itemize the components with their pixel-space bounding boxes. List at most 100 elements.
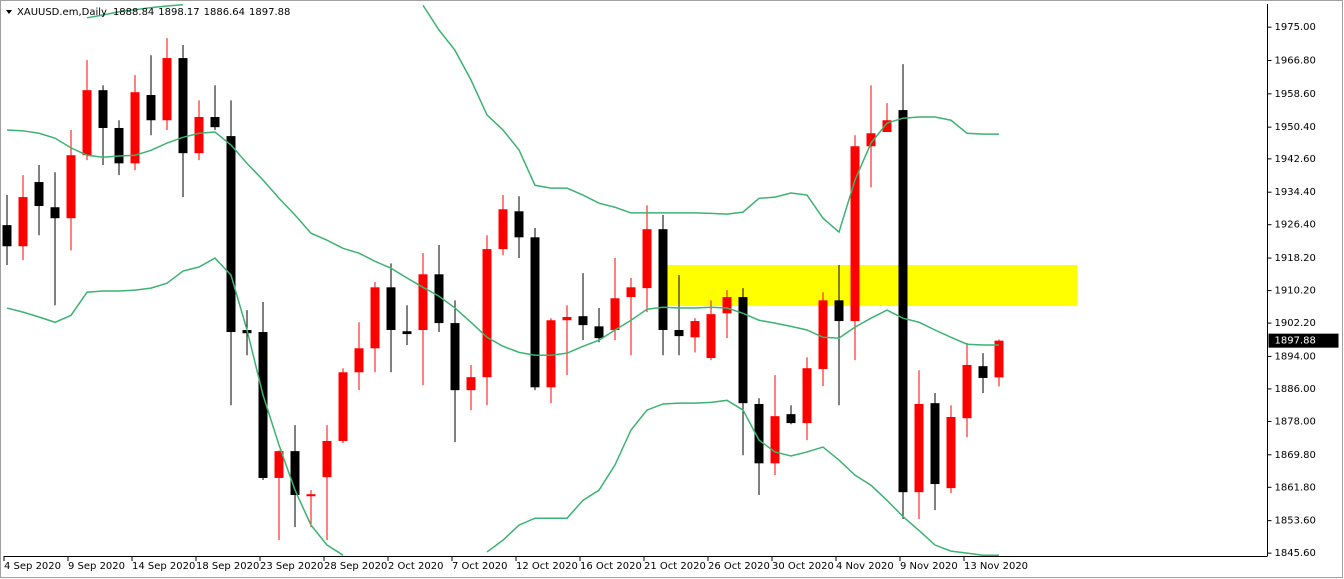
price-label-box bbox=[1268, 333, 1339, 348]
candle-body bbox=[354, 348, 364, 373]
candle-body bbox=[66, 155, 76, 219]
back-layer bbox=[667, 264, 1078, 307]
candle-body bbox=[834, 300, 844, 322]
candle-body bbox=[450, 323, 460, 391]
candle-body bbox=[690, 321, 700, 338]
candle-body bbox=[98, 90, 108, 128]
candle-body bbox=[722, 297, 732, 314]
candle-body bbox=[706, 314, 716, 359]
x-tick-label: 23 Sep 2020 bbox=[260, 561, 323, 572]
candle-body bbox=[578, 316, 588, 326]
x-tick-label: 9 Nov 2020 bbox=[900, 561, 958, 572]
header-close: 1897.88 bbox=[249, 7, 290, 18]
candle-body bbox=[274, 451, 284, 478]
candle-body bbox=[770, 416, 780, 464]
candle-layer bbox=[2, 38, 1004, 541]
candle-body bbox=[962, 364, 972, 419]
candle-body bbox=[162, 58, 172, 121]
x-tick-label: 16 Oct 2020 bbox=[580, 561, 642, 572]
x-tick-label: 18 Sep 2020 bbox=[196, 561, 259, 572]
candle-body bbox=[674, 329, 684, 337]
band-line bbox=[6, 129, 999, 356]
candle-body bbox=[802, 368, 812, 424]
candle-body bbox=[850, 146, 860, 322]
header: XAUUSD.em,Daily 1888.84 1898.17 1886.64 1897… bbox=[17, 7, 290, 18]
candle-body bbox=[194, 117, 204, 154]
candle-body bbox=[146, 95, 156, 121]
candle-body bbox=[898, 110, 908, 493]
price-label: 1897.88 bbox=[1275, 336, 1316, 347]
y-tick-label: 1886.00 bbox=[1275, 384, 1316, 395]
candle-body bbox=[530, 237, 540, 388]
candle-body bbox=[50, 207, 60, 219]
candle-body bbox=[338, 372, 348, 441]
y-tick-label: 1958.60 bbox=[1275, 89, 1316, 100]
candle-body bbox=[466, 377, 476, 391]
y-tick-label: 1853.60 bbox=[1275, 516, 1316, 527]
candle-body bbox=[34, 182, 44, 207]
candle-body bbox=[994, 340, 1004, 378]
header-high: 1898.17 bbox=[158, 7, 199, 18]
candle-body bbox=[658, 229, 668, 330]
candle-body bbox=[82, 90, 92, 156]
y-tick-label: 1942.60 bbox=[1275, 154, 1316, 165]
y-tick-label: 1975.00 bbox=[1275, 22, 1316, 33]
menu-triangle bbox=[6, 10, 12, 14]
y-tick-label: 1845.60 bbox=[1275, 548, 1316, 559]
candle-body bbox=[882, 120, 892, 133]
candle-body bbox=[210, 117, 220, 128]
candle-body bbox=[402, 331, 412, 335]
x-tick-label: 21 Oct 2020 bbox=[644, 561, 706, 572]
x-tick-label: 12 Oct 2020 bbox=[516, 561, 578, 572]
candle-body bbox=[434, 274, 444, 324]
candle-body bbox=[114, 127, 124, 164]
y-tick-label: 1934.40 bbox=[1275, 187, 1316, 198]
header-low: 1886.64 bbox=[204, 7, 245, 18]
candle-body bbox=[546, 320, 556, 388]
y-tick-label: 1910.20 bbox=[1275, 286, 1316, 297]
x-tick-label: 7 Oct 2020 bbox=[452, 561, 507, 572]
candle-body bbox=[258, 332, 268, 478]
y-tick-label: 1861.80 bbox=[1275, 482, 1316, 493]
candle-body bbox=[818, 300, 828, 370]
band-line bbox=[86, 4, 999, 234]
candle-body bbox=[946, 416, 956, 489]
candle-body bbox=[626, 287, 636, 298]
x-tick-label: 13 Nov 2020 bbox=[964, 561, 1028, 572]
zone bbox=[667, 264, 1078, 307]
candle-body bbox=[2, 225, 12, 247]
x-tick-label: 30 Oct 2020 bbox=[772, 561, 834, 572]
candle-body bbox=[322, 440, 332, 478]
candle-body bbox=[226, 136, 236, 333]
x-tick-label: 26 Oct 2020 bbox=[708, 561, 770, 572]
y-tick-label: 1926.40 bbox=[1275, 220, 1316, 231]
candle-body bbox=[370, 287, 380, 349]
y-tick-label: 1966.80 bbox=[1275, 56, 1316, 67]
x-tick-label: 4 Nov 2020 bbox=[836, 561, 894, 572]
candle-body bbox=[18, 197, 28, 247]
candle-body bbox=[482, 249, 492, 378]
candle-body bbox=[498, 209, 508, 250]
candle-body bbox=[418, 274, 428, 330]
candle-body bbox=[930, 403, 940, 485]
candle-body bbox=[178, 58, 188, 154]
band-line bbox=[6, 257, 999, 556]
y-tick-label: 1918.20 bbox=[1275, 253, 1316, 264]
y-tick-label: 1869.80 bbox=[1275, 450, 1316, 461]
x-tick-label: 28 Sep 2020 bbox=[324, 561, 387, 572]
symbol-title: XAUUSD.em,Daily bbox=[17, 7, 107, 18]
candle-body bbox=[386, 287, 396, 330]
candle-body bbox=[594, 326, 604, 339]
candle-body bbox=[610, 298, 620, 330]
header-open: 1888.84 bbox=[113, 7, 154, 18]
candle-body bbox=[130, 92, 140, 164]
candle-body bbox=[306, 494, 316, 497]
candle-body bbox=[914, 403, 924, 493]
x-tick-label: 2 Oct 2020 bbox=[388, 561, 443, 572]
candle-body bbox=[738, 297, 748, 404]
y-tick-label: 1878.00 bbox=[1275, 416, 1316, 427]
band-layer bbox=[6, 4, 999, 556]
candle-body bbox=[978, 366, 988, 378]
